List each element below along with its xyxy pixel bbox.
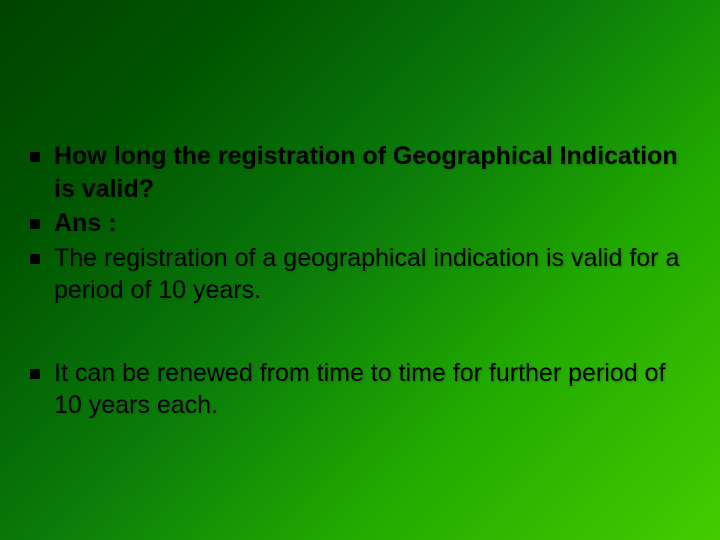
square-bullet-icon [30, 219, 40, 229]
bullet-group-2: It can be renewed from time to time for … [30, 357, 690, 422]
bullet-text: Ans : [54, 207, 117, 240]
list-item: Ans : [30, 207, 690, 240]
list-item: It can be renewed from time to time for … [30, 357, 690, 422]
square-bullet-icon [30, 152, 40, 162]
slide-container: How long the registration of Geographica… [0, 0, 720, 540]
square-bullet-icon [30, 254, 40, 264]
bullet-text: It can be renewed from time to time for … [54, 357, 690, 422]
list-item: The registration of a geographical indic… [30, 242, 690, 307]
bullet-group-1: How long the registration of Geographica… [30, 140, 690, 307]
bullet-text: The registration of a geographical indic… [54, 242, 690, 307]
square-bullet-icon [30, 369, 40, 379]
bullet-text: How long the registration of Geographica… [54, 140, 690, 205]
list-item: How long the registration of Geographica… [30, 140, 690, 205]
